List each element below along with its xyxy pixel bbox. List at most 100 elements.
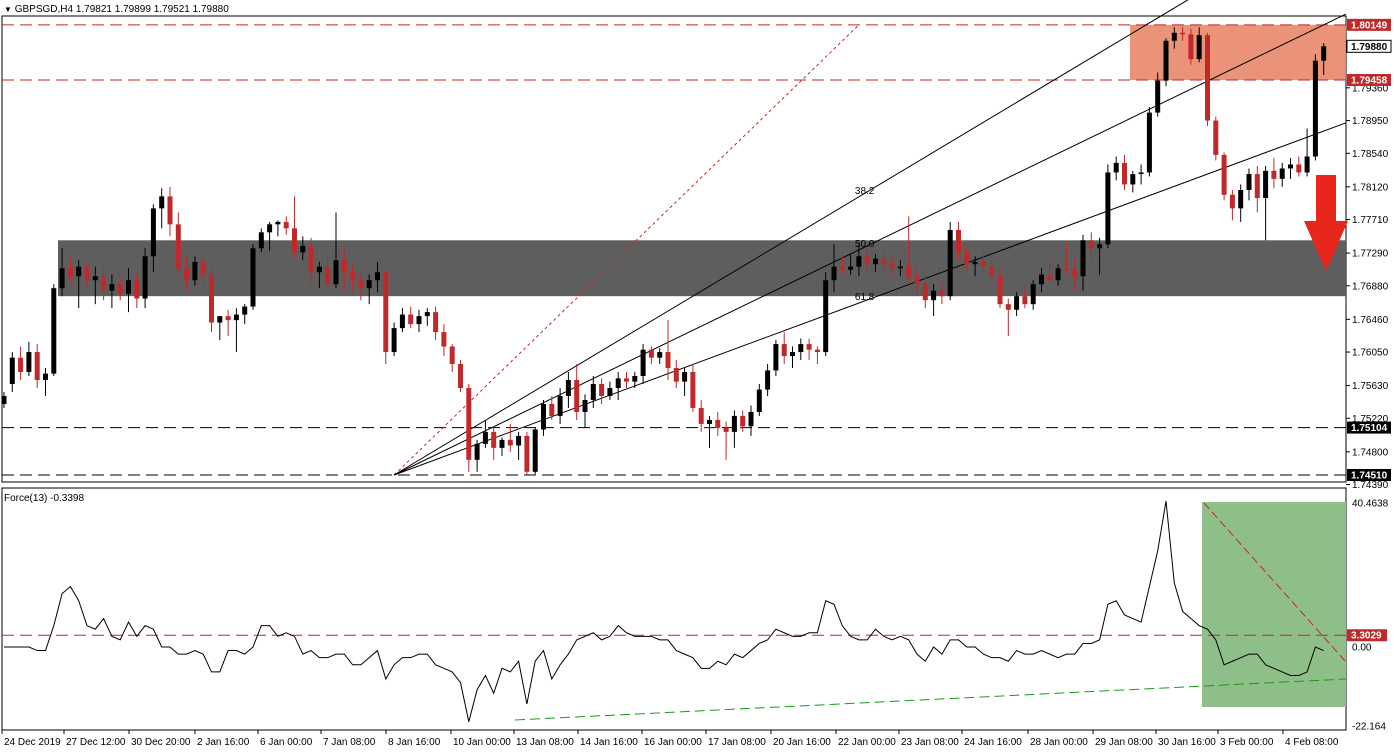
price-axis-label: 1.74390 xyxy=(1352,480,1389,491)
candle xyxy=(92,266,98,305)
candle-body xyxy=(615,378,621,388)
triangle-down-icon[interactable]: ▼ xyxy=(4,5,12,14)
candle xyxy=(781,332,787,365)
candle-body xyxy=(947,229,953,297)
time-axis-label: 22 Jan 00:00 xyxy=(838,737,896,748)
candle-body xyxy=(375,272,380,281)
candle xyxy=(1321,43,1327,76)
candle xyxy=(839,256,845,277)
candle-body xyxy=(59,268,65,289)
candle xyxy=(682,368,688,396)
candle xyxy=(814,346,820,365)
time-axis-label: 6 Jan 00:00 xyxy=(260,737,313,748)
candle xyxy=(1047,260,1053,285)
candle xyxy=(914,266,920,297)
candle xyxy=(316,261,322,289)
candle-body xyxy=(1047,274,1053,281)
candle xyxy=(1022,285,1028,309)
price-level-tag-label: 1.80149 xyxy=(1351,20,1388,31)
time-axis-label: 27 Dec 12:00 xyxy=(66,737,126,748)
candle xyxy=(1263,166,1269,241)
candle xyxy=(408,306,414,329)
candle xyxy=(441,324,447,357)
price-level-tag xyxy=(1347,421,1391,434)
candle xyxy=(283,216,289,235)
candle-body xyxy=(814,349,820,353)
candle xyxy=(889,256,895,275)
candle-body xyxy=(242,306,248,315)
candle xyxy=(1171,27,1177,49)
candle-body xyxy=(126,280,131,294)
candle-body xyxy=(823,280,829,353)
time-axis-label: 4 Feb 08:00 xyxy=(1285,737,1339,748)
time-axis-label: 30 Dec 20:00 xyxy=(131,737,191,748)
candle-body xyxy=(972,261,978,265)
candle-body xyxy=(1180,32,1186,35)
candle xyxy=(300,236,306,261)
time-axis-label: 28 Jan 00:00 xyxy=(1030,737,1088,748)
candle xyxy=(292,196,297,261)
candle-body xyxy=(707,419,712,424)
candle xyxy=(1055,264,1061,286)
candle-body xyxy=(233,314,239,321)
candle xyxy=(1005,298,1011,337)
candle xyxy=(1288,158,1293,179)
candle xyxy=(217,316,223,341)
candle xyxy=(134,272,140,309)
candle xyxy=(43,368,48,396)
candle-body xyxy=(333,260,339,285)
candle xyxy=(1238,184,1244,222)
candle xyxy=(1312,54,1318,161)
down-arrow-shaft xyxy=(1316,175,1336,223)
candle xyxy=(1155,72,1161,117)
candle xyxy=(399,308,405,333)
candle xyxy=(931,284,937,317)
candle-body xyxy=(1254,174,1260,198)
candle-body xyxy=(358,280,364,289)
price-axis-label: 1.77290 xyxy=(1352,249,1389,260)
candle xyxy=(516,431,522,460)
candle-body xyxy=(67,268,73,277)
candle xyxy=(67,256,73,285)
candle-body xyxy=(416,316,422,325)
candle xyxy=(175,212,181,273)
candle-body xyxy=(864,256,870,265)
candle xyxy=(1188,28,1194,65)
candle-body xyxy=(1113,162,1119,173)
candle-body xyxy=(1188,34,1194,60)
candle xyxy=(84,260,90,289)
fib-fan-label: 38.2 xyxy=(855,186,875,197)
time-axis-label: 23 Jan 08:00 xyxy=(901,737,959,748)
candle xyxy=(159,188,165,229)
candle-body xyxy=(914,276,920,285)
candle xyxy=(1113,156,1119,181)
candle-body xyxy=(258,232,264,249)
candle-body xyxy=(1271,170,1277,179)
candle xyxy=(466,383,472,472)
candle-body xyxy=(366,280,372,289)
candle-body xyxy=(192,261,198,281)
candle-body xyxy=(26,352,32,373)
candle-body xyxy=(200,261,206,275)
candle-body xyxy=(134,280,140,299)
candle-body xyxy=(665,352,671,369)
candle xyxy=(582,394,588,428)
force-level-tag xyxy=(1347,629,1387,642)
candle xyxy=(391,322,397,357)
candle-body xyxy=(1238,190,1244,209)
candle-body xyxy=(541,403,546,430)
candle-body xyxy=(283,221,289,229)
time-axis-label: 24 Jan 16:00 xyxy=(964,737,1022,748)
candle-body xyxy=(507,439,513,446)
price-axis-label: 1.76460 xyxy=(1352,315,1389,326)
candle-body xyxy=(897,266,903,269)
candle xyxy=(308,237,314,285)
candle xyxy=(1271,158,1277,189)
ohlc-readout: 1.79821 1.79899 1.79521 1.79880 xyxy=(75,4,229,15)
time-axis-label: 24 Dec 2019 xyxy=(4,737,61,748)
time-axis-label: 14 Jan 16:00 xyxy=(580,737,638,748)
candle-body xyxy=(673,368,679,382)
candle-body xyxy=(499,439,505,448)
